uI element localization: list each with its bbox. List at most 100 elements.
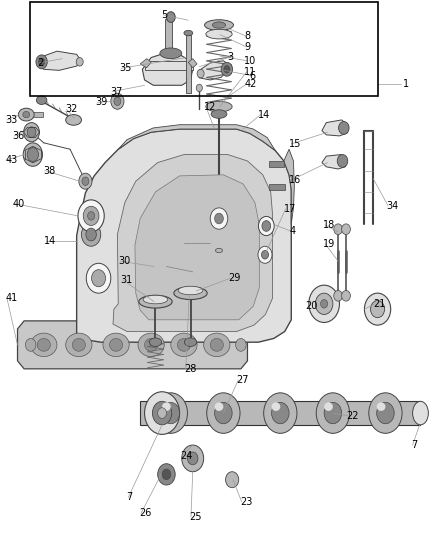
Ellipse shape: [215, 402, 232, 424]
Ellipse shape: [206, 29, 232, 39]
Bar: [186, 35, 191, 93]
Text: 38: 38: [43, 166, 55, 175]
Circle shape: [27, 127, 36, 138]
Text: 14: 14: [258, 110, 271, 119]
Ellipse shape: [66, 115, 81, 125]
Text: 40: 40: [12, 199, 25, 208]
Ellipse shape: [145, 338, 158, 351]
Ellipse shape: [324, 402, 342, 424]
Circle shape: [79, 173, 92, 189]
Text: 14: 14: [44, 236, 56, 246]
Circle shape: [162, 469, 171, 480]
Ellipse shape: [272, 402, 289, 424]
Text: 31: 31: [120, 275, 133, 285]
Ellipse shape: [31, 333, 57, 357]
Polygon shape: [322, 120, 348, 136]
Circle shape: [197, 69, 204, 78]
Circle shape: [92, 270, 106, 287]
Circle shape: [182, 445, 204, 472]
Circle shape: [364, 293, 391, 325]
Bar: [140, 401, 420, 425]
Bar: [165, 19, 172, 53]
Text: 7: 7: [126, 492, 132, 502]
Circle shape: [152, 401, 172, 425]
Ellipse shape: [212, 22, 226, 28]
Text: 5: 5: [161, 10, 167, 20]
Text: 1: 1: [403, 79, 409, 88]
Text: 34: 34: [386, 201, 399, 211]
Text: 43: 43: [5, 155, 18, 165]
Ellipse shape: [139, 295, 172, 308]
Polygon shape: [199, 61, 228, 80]
Ellipse shape: [184, 338, 197, 346]
Polygon shape: [37, 51, 81, 70]
Circle shape: [337, 155, 348, 167]
Polygon shape: [113, 155, 272, 332]
Bar: [26, 112, 43, 117]
Text: 41: 41: [5, 294, 18, 303]
Circle shape: [226, 472, 239, 488]
Circle shape: [210, 208, 228, 229]
Text: 39: 39: [95, 98, 108, 107]
Circle shape: [342, 290, 350, 301]
Ellipse shape: [211, 110, 227, 118]
Polygon shape: [188, 59, 197, 68]
Ellipse shape: [196, 84, 202, 92]
Text: 2: 2: [37, 58, 43, 68]
Ellipse shape: [324, 402, 333, 411]
Ellipse shape: [66, 333, 92, 357]
Ellipse shape: [72, 338, 85, 351]
Circle shape: [261, 251, 268, 259]
Text: 26: 26: [139, 508, 152, 518]
Ellipse shape: [162, 402, 180, 424]
Ellipse shape: [174, 287, 207, 300]
Ellipse shape: [184, 30, 193, 36]
Circle shape: [81, 223, 101, 246]
Circle shape: [88, 212, 95, 220]
Circle shape: [39, 58, 45, 66]
Ellipse shape: [162, 402, 171, 411]
Ellipse shape: [154, 393, 187, 433]
Polygon shape: [142, 53, 193, 85]
Text: 23: 23: [240, 497, 252, 507]
Circle shape: [158, 408, 166, 418]
Ellipse shape: [204, 333, 230, 357]
Circle shape: [158, 464, 175, 485]
Ellipse shape: [205, 20, 233, 30]
Circle shape: [334, 290, 343, 301]
Circle shape: [224, 66, 230, 73]
Circle shape: [25, 338, 36, 351]
Circle shape: [315, 293, 333, 314]
Text: 11: 11: [244, 67, 257, 77]
Text: 7: 7: [411, 440, 417, 450]
Circle shape: [114, 97, 121, 106]
Circle shape: [166, 12, 175, 22]
Ellipse shape: [36, 96, 47, 104]
Circle shape: [82, 177, 89, 185]
Polygon shape: [269, 161, 284, 167]
Polygon shape: [284, 149, 294, 224]
Ellipse shape: [377, 402, 385, 411]
Circle shape: [262, 221, 271, 231]
Circle shape: [258, 246, 272, 263]
Text: 17: 17: [284, 204, 296, 214]
Text: 32: 32: [65, 104, 77, 114]
Circle shape: [334, 224, 343, 235]
Text: 30: 30: [118, 256, 131, 266]
Ellipse shape: [413, 401, 428, 425]
Circle shape: [78, 200, 104, 232]
Text: 9: 9: [244, 42, 251, 52]
Text: 36: 36: [12, 131, 25, 141]
Ellipse shape: [18, 108, 34, 121]
Circle shape: [221, 62, 233, 76]
Circle shape: [342, 224, 350, 235]
Text: 27: 27: [237, 375, 249, 385]
Circle shape: [258, 216, 274, 236]
Ellipse shape: [264, 393, 297, 433]
Circle shape: [111, 93, 124, 109]
Text: 25: 25: [189, 512, 202, 522]
Ellipse shape: [23, 111, 30, 118]
Circle shape: [23, 143, 42, 166]
Ellipse shape: [138, 333, 164, 357]
Circle shape: [236, 338, 246, 351]
